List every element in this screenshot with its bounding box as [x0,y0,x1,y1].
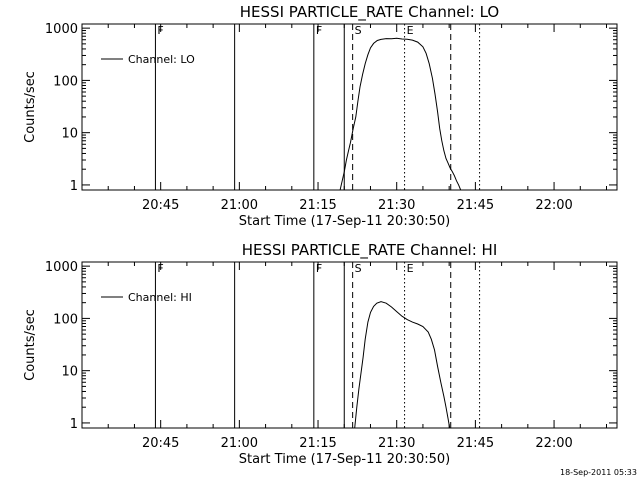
generation-timestamp: 18-Sep-2011 05:33 [560,468,637,477]
panel-1-x-tick-label: 20:45 [142,198,179,213]
panel-1-title: HESSI PARTICLE_RATE Channel: LO [240,3,499,22]
panel-1-x-axis-label: Start Time (17-Sep-11 20:30:50) [239,214,450,229]
panel-1-x-tick-label: 21:45 [457,198,494,213]
panel-1-x-tick-label: 22:00 [535,198,572,213]
panel-2-event-marker-label: S [355,262,362,275]
panel-2-event-marker-label: E [407,262,414,275]
panel-1-y-tick-label: 10 [61,127,78,142]
panel-2-event-marker-label: F [157,262,163,275]
panel-2-series-line [354,301,451,428]
panel-2-event-marker-label: F [316,262,322,275]
panel-1-x-tick-label: 21:30 [378,198,415,213]
panel-2-y-tick-label: 1 [70,417,78,432]
panel-1-legend-label: Channel: LO [128,53,195,66]
panel-1-y-axis-label: Counts/sec [23,71,38,143]
panel-1-y-tick-label: 1000 [45,22,78,37]
panel-2-x-tick-label: 20:45 [142,436,179,451]
panel-1-plot-frame [81,23,618,191]
panel-2-y-tick-label: 10 [61,365,78,380]
panel-2-x-tick-label: 21:15 [299,436,336,451]
panel-1-y-tick-label: 100 [53,74,78,89]
panel-2-y-tick-label: 1000 [45,260,78,275]
panel-1-x-tick-label: 21:00 [221,198,258,213]
panel-2-y-axis-label: Counts/sec [23,309,38,381]
panel-2-x-tick-label: 22:00 [535,436,572,451]
panel-1-x-tick-label: 21:15 [299,198,336,213]
panel-2-x-tick-label: 21:45 [457,436,494,451]
panel-1-event-marker-label: E [407,24,414,37]
panel-1-event-marker-label: S [355,24,362,37]
panel-1-event-marker-label: F [316,24,322,37]
panel-2-y-tick-label: 100 [53,312,78,327]
panel-2-plot-frame [81,261,618,429]
panel-1-y-tick-label: 1 [70,179,78,194]
panel-1-series-line [339,37,462,190]
panel-2-legend-label: Channel: HI [128,291,192,304]
panel-2-x-axis-label: Start Time (17-Sep-11 20:30:50) [239,452,450,467]
panel-2-x-tick-label: 21:00 [221,436,258,451]
panel-2-title: HESSI PARTICLE_RATE Channel: HI [242,241,498,260]
panel-2-x-tick-label: 21:30 [378,436,415,451]
panel-1-event-marker-label: F [157,24,163,37]
